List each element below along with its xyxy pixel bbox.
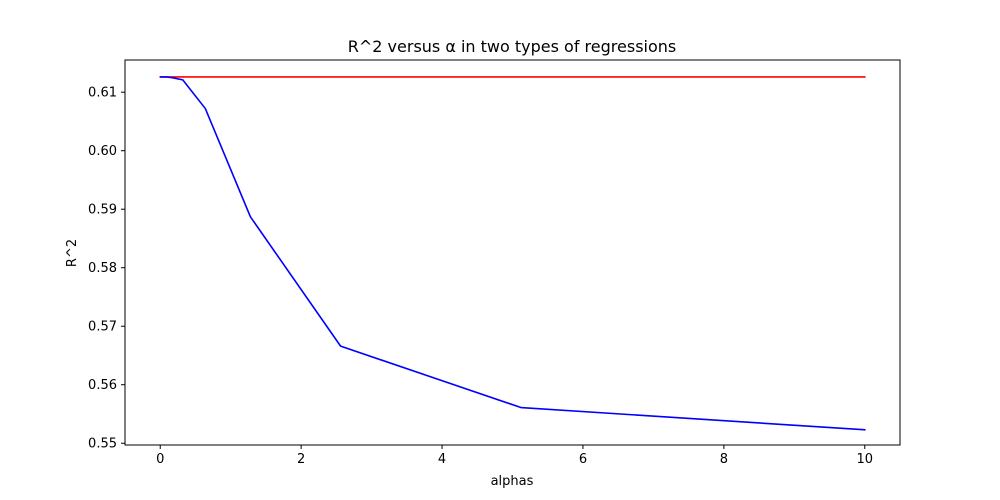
y-tick-label: 0.57 <box>88 320 117 335</box>
series-line-2 <box>160 76 866 431</box>
x-tick-label: 8 <box>720 452 728 467</box>
y-tick-label: 0.56 <box>88 378 117 393</box>
y-axis-label: R^2 <box>65 239 80 267</box>
y-tick-label: 0.59 <box>88 203 117 218</box>
axes-group: 0 2 4 6 8 10 0.55 0.56 0.57 0.58 0.59 0.60 0.61 <box>88 59 901 467</box>
chart-title: R^2 versus α in two types of regressions <box>348 37 676 56</box>
y-tick-label: 0.60 <box>88 144 117 159</box>
x-tick-label: 0 <box>156 452 164 467</box>
y-tick-label: 0.61 <box>88 86 117 101</box>
x-tick-label: 10 <box>856 452 873 467</box>
x-tick-label: 4 <box>438 452 446 467</box>
plot-area <box>125 60 900 445</box>
y-tick-label: 0.55 <box>88 437 117 452</box>
x-tick-label: 6 <box>579 452 587 467</box>
x-tick-label: 2 <box>297 452 305 467</box>
x-axis-label: alphas <box>491 474 534 489</box>
series-group <box>159 76 866 431</box>
y-tick-label: 0.58 <box>88 261 117 276</box>
axes-frame <box>124 59 901 446</box>
plot-background <box>125 60 900 445</box>
